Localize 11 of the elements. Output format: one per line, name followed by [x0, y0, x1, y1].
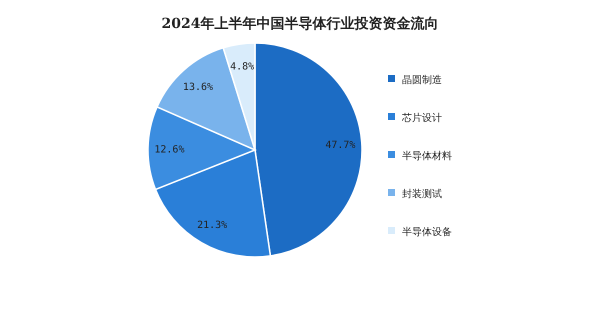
data-label: 13.6% — [182, 82, 214, 94]
chart-title: 2024年上半年中国半导体行业投资资金流向 — [162, 15, 438, 32]
legend-label: 半导体设备 — [402, 226, 452, 238]
data-label: 21.3% — [197, 220, 228, 232]
data-label: 12.6% — [154, 144, 184, 156]
data-label: 47.7% — [325, 140, 356, 151]
legend-label: 半导体材料 — [402, 150, 452, 162]
data-label: 4.8% — [230, 61, 254, 72]
legend-label: 封装测试 — [402, 188, 442, 200]
legend-label: 晶圆制造 — [402, 74, 442, 86]
legend-label: 芯片设计 — [401, 112, 442, 124]
